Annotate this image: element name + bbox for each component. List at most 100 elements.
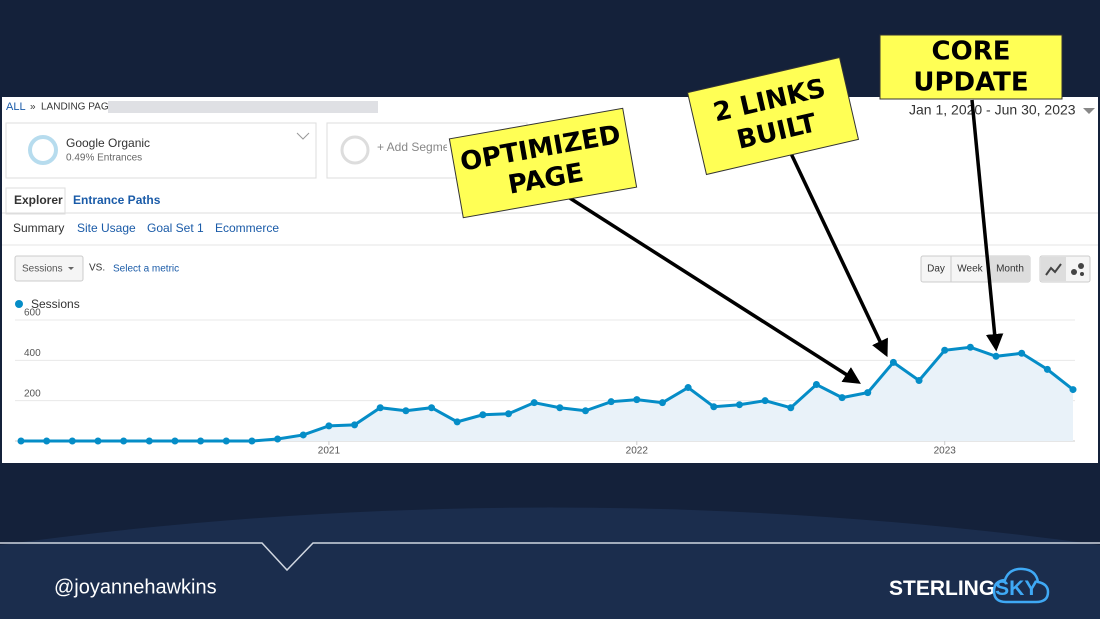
y-tick-label: 400 — [24, 348, 41, 359]
legend-label: Sessions — [31, 297, 80, 311]
callout-box — [879, 34, 1063, 100]
point — [17, 437, 25, 445]
footer-arc — [0, 507, 1100, 619]
point — [992, 352, 1000, 360]
blurred-url — [108, 101, 378, 113]
segment-name: Google Organic — [66, 136, 150, 150]
footer-divider — [0, 542, 1100, 572]
point — [889, 358, 897, 366]
point — [915, 377, 923, 384]
logo-part: SKY — [995, 577, 1038, 600]
subtab[interactable]: Summary — [13, 221, 64, 235]
point — [248, 437, 256, 445]
metric: Sessions — [22, 264, 63, 275]
point — [68, 437, 76, 445]
motion-icon — [1078, 263, 1084, 269]
segment-box[interactable] — [5, 122, 317, 179]
segment-detail: 0.49% Entrances — [66, 153, 142, 164]
plot: 200 400 600 2021 2022 2023 — [15, 308, 1077, 457]
granularity[interactable]: Day — [927, 264, 945, 275]
arrow — [970, 99, 1004, 352]
dropdown-caret — [68, 267, 74, 270]
point — [658, 399, 666, 407]
granularity[interactable]: Month — [996, 264, 1024, 275]
point — [145, 437, 153, 445]
callout: CORE UPDATE — [879, 34, 1063, 100]
point — [684, 384, 692, 392]
add-segment[interactable]: + Add Segment — [377, 140, 460, 154]
point — [1069, 386, 1077, 394]
point — [633, 396, 641, 404]
vs-label: VS. — [89, 263, 105, 274]
subtab[interactable]: Goal Set 1 — [147, 221, 204, 235]
callout-box — [448, 107, 638, 219]
point — [376, 404, 384, 412]
tab[interactable]: Entrance Paths — [73, 193, 161, 207]
point — [43, 437, 51, 445]
point — [607, 398, 615, 406]
y-tick-label: 200 — [24, 388, 41, 399]
callout-box — [686, 56, 860, 176]
point — [222, 437, 230, 445]
metric-dropdown[interactable] — [14, 255, 84, 282]
tab[interactable]: Explorer — [14, 193, 63, 207]
breadcrumb-root[interactable]: ALL — [6, 101, 26, 113]
point — [479, 411, 487, 419]
series-line — [21, 345, 1074, 443]
handle: @joyannehawkins — [54, 576, 217, 598]
granularity[interactable]: Week — [957, 264, 983, 275]
callout: OPTIMIZED PAGE — [448, 107, 638, 219]
subtab[interactable]: Site Usage — [77, 221, 136, 235]
legend-marker — [15, 300, 23, 308]
logo-cloud — [992, 567, 1050, 604]
callout-text: CORE — [932, 37, 1011, 67]
granularity-active — [989, 256, 1030, 282]
point — [120, 437, 128, 445]
x-tick-label: 2022 — [626, 446, 649, 457]
date-caret — [1083, 108, 1095, 114]
logo: STERLINGSKY — [889, 577, 1038, 600]
subtab[interactable]: Ecommerce — [215, 221, 279, 235]
x-tick-label: 2021 — [318, 446, 341, 457]
point — [94, 437, 102, 445]
point — [941, 346, 949, 354]
point — [966, 343, 974, 351]
point — [735, 401, 743, 409]
area — [21, 347, 1073, 441]
callout-text: UPDATE — [913, 68, 1028, 98]
point — [274, 435, 282, 443]
logo-part: STERLING — [889, 577, 995, 600]
point — [453, 418, 461, 426]
callouts: OPTIMIZED PAGE 2 LINKS BUILT CORE UPDATE — [448, 34, 1063, 384]
breadcrumb-sep: » — [30, 102, 36, 113]
point — [761, 397, 769, 405]
point — [556, 404, 564, 412]
breadcrumb-page: LANDING PAG — [41, 102, 109, 113]
point — [581, 407, 589, 415]
point — [812, 381, 820, 389]
add-segment-icon — [340, 135, 370, 165]
select-metric[interactable]: Select a metric — [113, 264, 179, 275]
y-tick-label: 600 — [24, 308, 41, 319]
chart-type-active — [1041, 257, 1066, 281]
line-icon — [1045, 263, 1062, 276]
tab-active — [5, 187, 66, 215]
point — [838, 394, 846, 402]
point — [530, 399, 538, 407]
point — [505, 410, 513, 418]
point — [864, 389, 872, 397]
point — [351, 421, 359, 429]
screenshot: ALL » LANDING PAG Jan 1, 2020 - Jun 30, … — [2, 97, 1098, 463]
date-range[interactable]: Jan 1, 2020 - Jun 30, 2023 — [909, 102, 1076, 118]
segment-icon — [28, 135, 58, 165]
arrow — [785, 144, 888, 358]
point — [325, 422, 333, 430]
point — [171, 437, 179, 445]
point — [402, 407, 410, 415]
point — [710, 403, 718, 411]
segment-caret — [296, 132, 310, 140]
point — [1018, 349, 1026, 357]
arrow — [564, 193, 861, 384]
x-tick-label: 2023 — [934, 446, 957, 457]
